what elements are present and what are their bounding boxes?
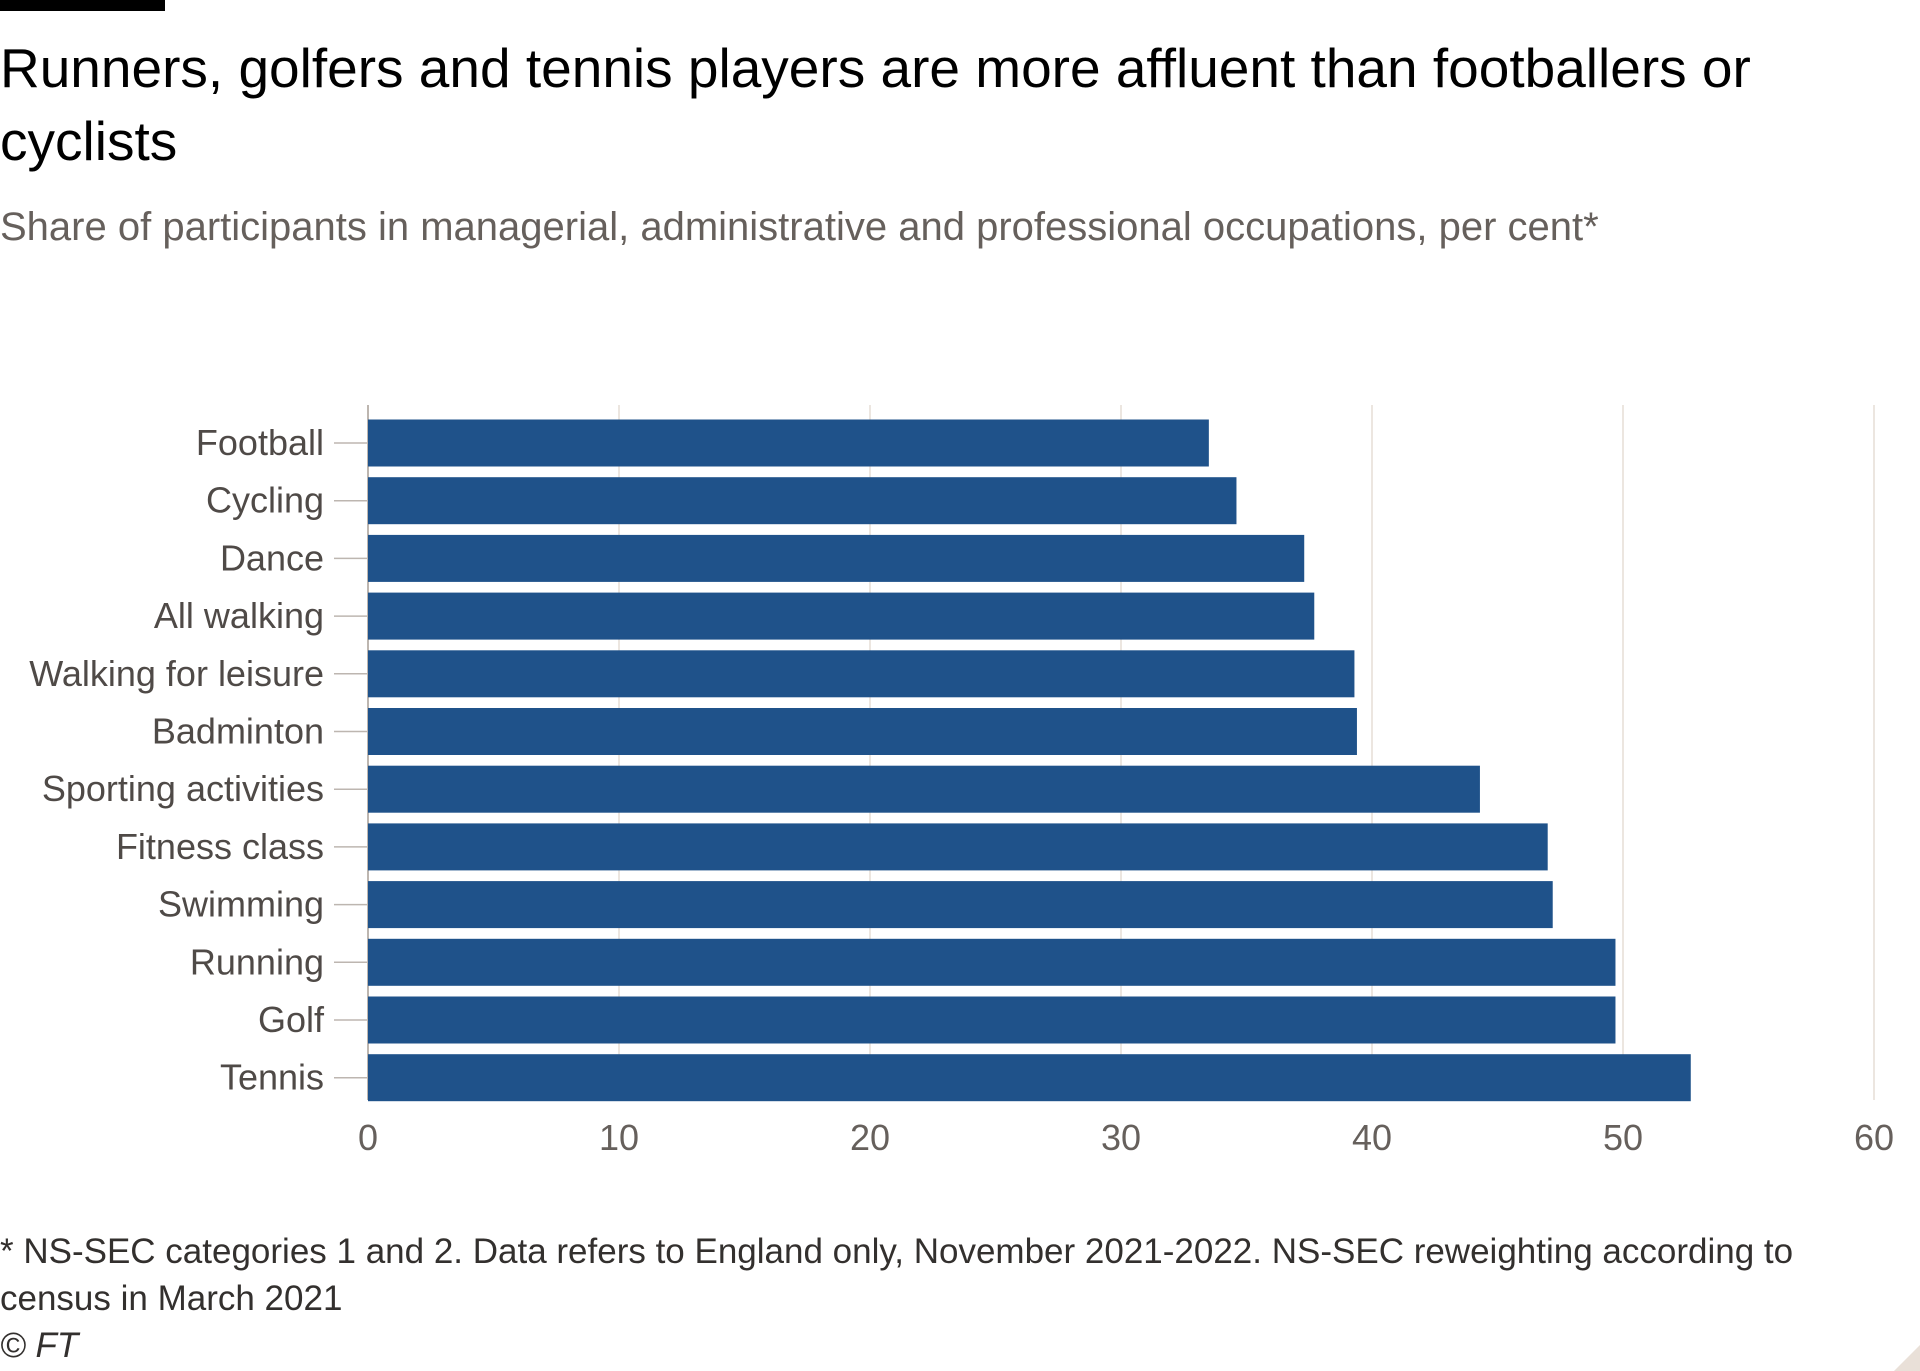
chart-subtitle: Share of participants in managerial, adm… [0,205,1599,249]
category-label: All walking [154,595,324,636]
bar [368,938,1616,986]
category-label: Football [196,422,324,463]
x-tick-label: 20 [850,1117,890,1158]
bar [368,708,1357,755]
bar [368,534,1305,582]
source-credit: © FT [0,1326,79,1365]
category-label: Golf [258,999,325,1040]
category-label: Badminton [152,711,324,752]
category-label: Dance [220,537,324,578]
bar [368,1054,1691,1102]
bar-chart: Football Cycling Dance All walking Walking f… [29,405,1894,1158]
category-label: Tennis [220,1057,324,1098]
category-label: Sporting activities [42,768,324,809]
category-label: Fitness class [116,826,324,867]
bar [368,592,1315,640]
bar [368,765,1480,813]
footnote-line-1: * NS-SEC categories 1 and 2. Data refers… [0,1232,1794,1271]
x-axis: 0 10 20 30 40 50 60 [358,1117,1894,1158]
footnote: * NS-SEC categories 1 and 2. Data refers… [0,1228,1920,1322]
x-tick-label: 10 [599,1117,639,1158]
bar [368,477,1237,525]
corner-triangle-icon [1894,1345,1920,1371]
x-tick-label: 60 [1854,1117,1894,1158]
bar [368,823,1548,871]
bars [368,419,1691,1102]
bar [368,881,1553,929]
x-tick-label: 50 [1603,1117,1643,1158]
category-label: Swimming [158,884,324,925]
bar [368,419,1209,467]
category-label: Walking for leisure [29,653,324,694]
category-label: Cycling [206,480,324,521]
category-labels: Football Cycling Dance All walking Walking f… [29,422,325,1098]
x-tick-label: 30 [1101,1117,1141,1158]
bar [368,996,1616,1044]
category-label: Running [190,941,324,982]
x-tick-label: 40 [1352,1117,1392,1158]
bar [368,650,1355,698]
chart-title: Runners, golfers and tennis players are … [0,37,1751,172]
x-tick-label: 0 [358,1117,378,1158]
brand-bar [0,0,165,11]
footnote-line-2: census in March 2021 [0,1279,343,1318]
